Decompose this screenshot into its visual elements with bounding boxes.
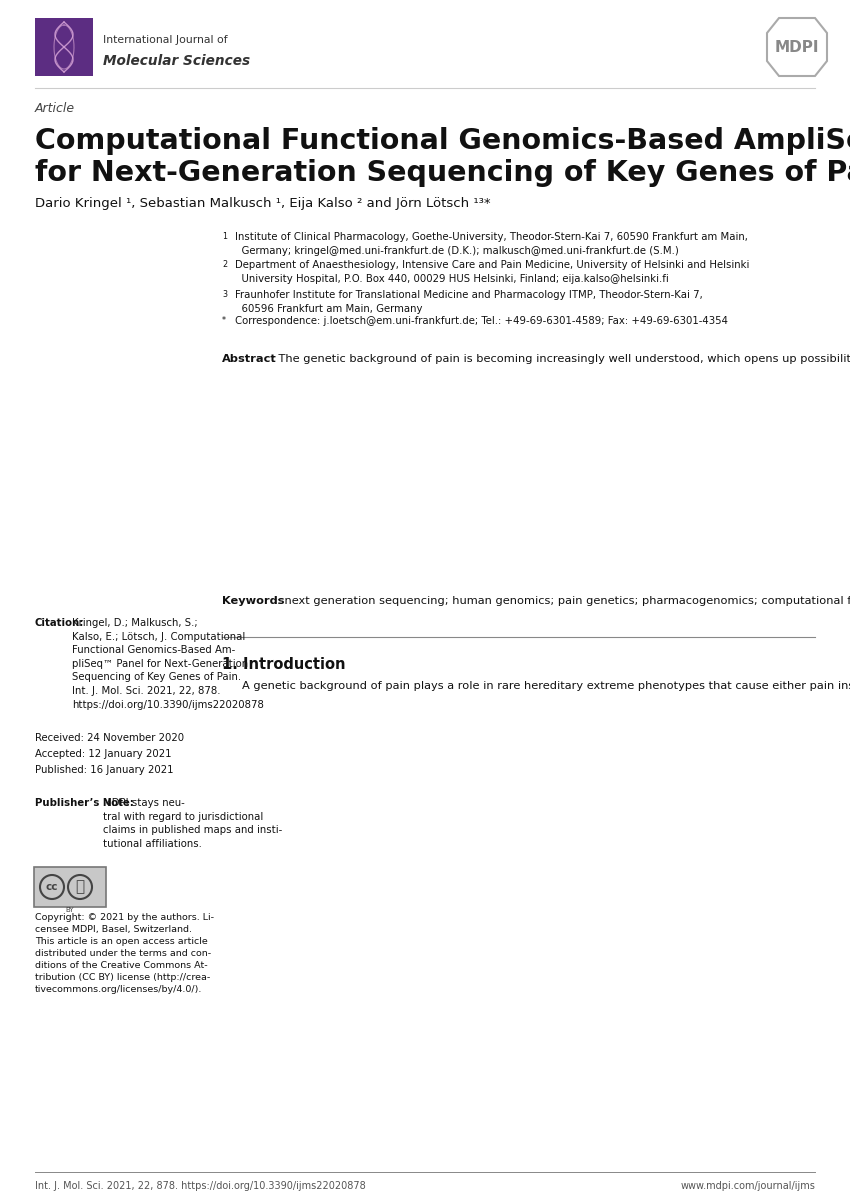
Text: 1. Introduction: 1. Introduction: [222, 657, 345, 672]
Text: : next generation sequencing; human genomics; pain genetics; pharmacogenomics; c: : next generation sequencing; human geno…: [277, 596, 850, 606]
Text: Article: Article: [35, 101, 75, 114]
Text: Keywords: Keywords: [222, 596, 285, 606]
Circle shape: [68, 875, 92, 899]
Text: 1: 1: [222, 232, 227, 240]
Text: Citation:: Citation:: [35, 618, 84, 627]
FancyBboxPatch shape: [34, 867, 106, 908]
Text: Published: 16 January 2021: Published: 16 January 2021: [35, 764, 173, 775]
Text: : The genetic background of pain is becoming increasingly well understood, which: : The genetic background of pain is beco…: [271, 355, 850, 364]
Text: Copyright: © 2021 by the authors. Li-
censee MDPI, Basel, Switzerland.
This arti: Copyright: © 2021 by the authors. Li- ce…: [35, 914, 214, 994]
Text: MDPI stays neu-
tral with regard to jurisdictional
claims in published maps and : MDPI stays neu- tral with regard to juri…: [103, 798, 282, 849]
Text: A genetic background of pain plays a role in rare hereditary extreme phenotypes : A genetic background of pain plays a rol…: [242, 682, 850, 691]
Text: 2: 2: [222, 260, 227, 269]
Text: Accepted: 12 January 2021: Accepted: 12 January 2021: [35, 749, 172, 758]
Text: Department of Anaesthesiology, Intensive Care and Pain Medicine, University of H: Department of Anaesthesiology, Intensive…: [235, 260, 750, 284]
Text: International Journal of: International Journal of: [103, 35, 228, 44]
Polygon shape: [767, 18, 827, 76]
Text: *: *: [222, 316, 226, 325]
Text: Correspondence: j.loetsch@em.uni-frankfurt.de; Tel.: +49-69-6301-4589; Fax: +49-: Correspondence: j.loetsch@em.uni-frankfu…: [235, 316, 728, 326]
Text: for Next-Generation Sequencing of Key Genes of Pain: for Next-Generation Sequencing of Key Ge…: [35, 159, 850, 188]
Text: Received: 24 November 2020: Received: 24 November 2020: [35, 733, 184, 743]
Text: www.mdpi.com/journal/ijms: www.mdpi.com/journal/ijms: [680, 1182, 815, 1191]
Text: Computational Functional Genomics-Based AmpliSeq™ Panel: Computational Functional Genomics-Based …: [35, 127, 850, 155]
FancyBboxPatch shape: [37, 20, 91, 73]
Text: cc: cc: [46, 882, 59, 892]
Text: Abstract: Abstract: [222, 355, 277, 364]
Text: Int. J. Mol. Sci. 2021, 22, 878. https://doi.org/10.3390/ijms22020878: Int. J. Mol. Sci. 2021, 22, 878. https:/…: [35, 1182, 366, 1191]
Text: Institute of Clinical Pharmacology, Goethe-University, Theodor-Stern-Kai 7, 6059: Institute of Clinical Pharmacology, Goet…: [235, 232, 748, 256]
FancyBboxPatch shape: [35, 18, 93, 76]
Text: Kringel, D.; Malkusch, S.;
Kalso, E.; Lötsch, J. Computational
Functional Genomi: Kringel, D.; Malkusch, S.; Kalso, E.; Lö…: [72, 618, 264, 709]
Text: Publisher’s Note:: Publisher’s Note:: [35, 798, 133, 808]
Text: Molecular Sciences: Molecular Sciences: [103, 54, 250, 69]
Circle shape: [40, 875, 64, 899]
Text: 3: 3: [222, 290, 227, 299]
Text: Dario Kringel ¹, Sebastian Malkusch ¹, Eija Kalso ² and Jörn Lötsch ¹³*: Dario Kringel ¹, Sebastian Malkusch ¹, E…: [35, 196, 490, 209]
Text: MDPI: MDPI: [774, 40, 819, 54]
Text: Fraunhofer Institute for Translational Medicine and Pharmacology ITMP, Theodor-S: Fraunhofer Institute for Translational M…: [235, 290, 703, 314]
Text: Ⓘ: Ⓘ: [76, 880, 84, 894]
Text: BY: BY: [65, 908, 74, 914]
